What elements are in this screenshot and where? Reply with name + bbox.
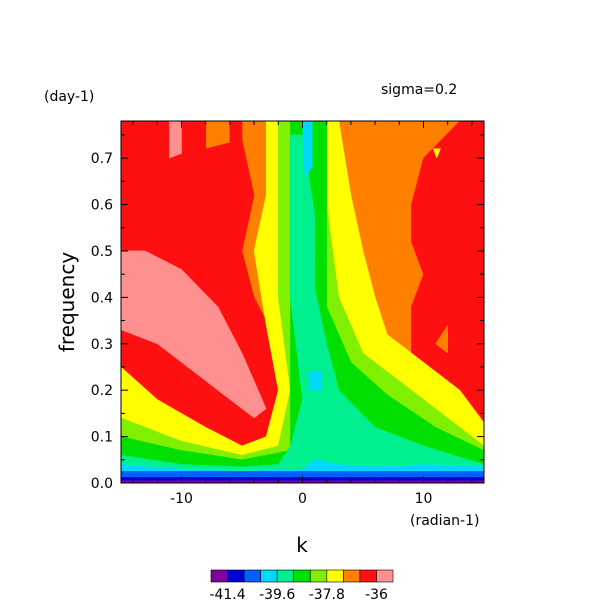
colorbar-swatch [276,569,295,583]
contour-region-6 [121,250,267,419]
contour-region-4 [435,324,448,354]
y-tick-label: 0.3 [91,337,113,353]
x-axis-label: k [296,533,308,557]
colorbar-tick-label: -36 [365,587,388,603]
heatmap-field [121,121,484,483]
contour-region-2 [229,121,243,159]
sigma-annotation: sigma=0.2 [381,82,457,98]
contour-region-5 [169,121,182,159]
colorbar-swatch [293,569,311,583]
colorbar-swatch [359,569,377,583]
x-tick-label: 0 [298,491,307,507]
x-tick-label: 10 [415,491,433,507]
x-unit-label: (radian-1) [410,513,479,529]
y-tick-label: 0.5 [91,244,113,260]
x-tick-label: -10 [170,491,193,507]
colorbar-tick-label: -41.4 [209,587,245,603]
y-tick-label: 0.6 [91,198,113,214]
y-tick-label: 0.7 [91,151,113,167]
contour-region-12 [308,371,323,391]
y-unit-label: (day-1) [44,89,94,105]
y-axis-label: frequency [55,252,79,352]
colorbar: -41.4 -39.6 -37.8 -36 [209,569,394,603]
y-tick-label: 0.0 [91,476,113,492]
colorbar-swatch [376,569,394,583]
contour-region-11 [302,121,313,178]
contour-region-14 [121,471,484,479]
y-tick-label: 0.2 [91,383,113,399]
y-tick-label: 0.1 [91,430,113,446]
colorbar-swatch [309,569,328,583]
colorbar-tick-label: -37.8 [309,587,345,603]
contour-region-17 [432,148,441,159]
colorbar-tick-label: -39.6 [259,587,295,603]
colorbar-swatch [243,569,261,583]
colorbar-swatch [210,569,228,583]
colorbar-swatch [326,569,344,583]
colorbar-swatch [343,569,361,583]
colorbar-swatch [227,569,245,583]
y-tick-label: 0.4 [91,290,113,306]
y-axis: 0.0 0.1 0.2 0.3 0.4 0.5 0.6 0.7 [91,134,484,492]
x-axis: -10 0 10 [132,121,473,507]
colorbar-swatch [260,569,278,583]
